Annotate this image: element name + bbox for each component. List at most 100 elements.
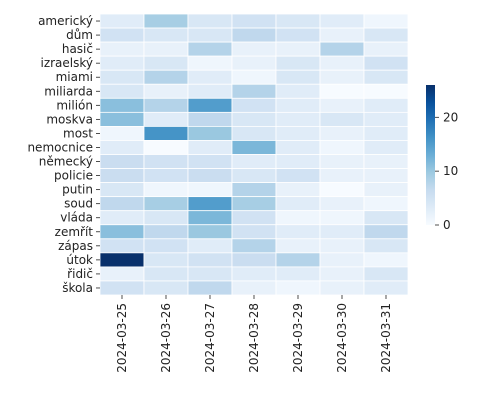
y-tick-label: škola bbox=[62, 281, 93, 295]
heatmap-cell bbox=[319, 140, 365, 155]
y-tick-label: soud bbox=[64, 197, 93, 211]
x-tick-label: 2024-03-29 bbox=[291, 303, 305, 373]
heatmap-cell bbox=[275, 13, 321, 29]
heatmap-cell bbox=[187, 238, 233, 254]
heatmap-cell bbox=[319, 97, 365, 113]
heatmap-cell bbox=[275, 111, 321, 127]
y-tick-label: americký bbox=[38, 14, 93, 28]
heatmap-cell bbox=[143, 69, 189, 85]
y-tick-label: policie bbox=[54, 169, 93, 183]
heatmap-cell bbox=[187, 154, 233, 169]
heatmap-cell bbox=[187, 55, 233, 71]
heatmap-cell bbox=[231, 97, 277, 113]
heatmap-cell bbox=[319, 41, 365, 57]
heatmap-cell bbox=[319, 182, 365, 198]
heatmap-cell bbox=[99, 13, 145, 29]
y-tick-label: zemřít bbox=[55, 225, 94, 239]
heatmap-cell bbox=[143, 238, 189, 254]
heatmap-cell bbox=[99, 280, 145, 296]
heatmap-cell bbox=[187, 266, 233, 282]
heatmap-cell bbox=[363, 252, 409, 268]
heatmap-cell bbox=[231, 111, 277, 127]
heatmap-cell bbox=[143, 27, 189, 43]
heatmap-cell bbox=[99, 27, 145, 43]
heatmap-cell bbox=[363, 238, 409, 254]
heatmap-cell bbox=[99, 224, 145, 240]
heatmap-cell bbox=[99, 266, 145, 282]
heatmap-cell bbox=[363, 111, 409, 127]
heatmap-cell bbox=[319, 27, 365, 43]
heatmap-cell bbox=[99, 55, 145, 71]
heatmap-cell bbox=[231, 252, 277, 268]
heatmap-cell bbox=[99, 210, 145, 226]
heatmap-cell bbox=[363, 126, 409, 141]
heatmap-cell bbox=[187, 210, 233, 226]
y-tick-label: hasič bbox=[62, 42, 93, 56]
heatmap-cell bbox=[275, 196, 321, 212]
heatmap-cell bbox=[143, 280, 189, 296]
heatmap-cell bbox=[231, 266, 277, 282]
heatmap-cell bbox=[99, 238, 145, 254]
heatmap-cell bbox=[363, 55, 409, 71]
heatmap-cell bbox=[143, 210, 189, 226]
heatmap-cell bbox=[143, 126, 189, 141]
heatmap-cell bbox=[319, 266, 365, 282]
y-tick-label: izraelský bbox=[40, 56, 93, 70]
x-tick-label: 2024-03-28 bbox=[247, 303, 261, 373]
y-tick-label: miliarda bbox=[44, 84, 93, 98]
heatmap-cell bbox=[275, 97, 321, 113]
heatmap-cell bbox=[231, 280, 277, 296]
heatmap-cell bbox=[319, 13, 365, 29]
heatmap-cell bbox=[275, 210, 321, 226]
heatmap-cell bbox=[143, 266, 189, 282]
heatmap-cell bbox=[319, 210, 365, 226]
heatmap-cell bbox=[187, 41, 233, 57]
heatmap-cell bbox=[319, 280, 365, 296]
heatmap-cell bbox=[231, 182, 277, 198]
heatmap-cell bbox=[319, 83, 365, 99]
heatmap-cell bbox=[143, 111, 189, 127]
heatmap-cell bbox=[143, 224, 189, 240]
heatmap-cell bbox=[143, 83, 189, 99]
colorbar bbox=[426, 85, 435, 225]
heatmap-cell bbox=[187, 224, 233, 240]
heatmap-cell bbox=[187, 182, 233, 198]
heatmap-cell bbox=[319, 252, 365, 268]
heatmap-cell bbox=[319, 238, 365, 254]
heatmap-cell bbox=[99, 196, 145, 212]
heatmap-cell bbox=[187, 97, 233, 113]
heatmap-cell bbox=[319, 55, 365, 71]
heatmap-cell bbox=[275, 126, 321, 141]
heatmap-cell bbox=[187, 111, 233, 127]
colorbar-tick-label: 0 bbox=[443, 218, 451, 232]
heatmap-cell bbox=[231, 83, 277, 99]
heatmap-cell bbox=[99, 126, 145, 141]
heatmap-cell bbox=[99, 69, 145, 85]
heatmap-cell bbox=[231, 154, 277, 169]
heatmap-cell bbox=[231, 224, 277, 240]
heatmap-cell bbox=[275, 27, 321, 43]
heatmap-cell bbox=[275, 55, 321, 71]
heatmap-cell bbox=[363, 154, 409, 169]
y-tick-label: miami bbox=[56, 70, 93, 84]
heatmap-cell bbox=[319, 168, 365, 184]
heatmap-cell bbox=[187, 168, 233, 184]
heatmap-cell bbox=[275, 154, 321, 169]
heatmap-cell bbox=[275, 238, 321, 254]
heatmap-cell bbox=[99, 182, 145, 198]
y-tick-label: německý bbox=[39, 155, 93, 169]
colorbar-tick-label: 20 bbox=[443, 110, 458, 124]
heatmap-cell bbox=[231, 69, 277, 85]
heatmap-cell bbox=[363, 210, 409, 226]
heatmap-cell bbox=[275, 224, 321, 240]
heatmap-cell bbox=[363, 97, 409, 113]
heatmap-cell bbox=[99, 140, 145, 155]
heatmap-cell bbox=[187, 140, 233, 155]
heatmap-cell bbox=[363, 83, 409, 99]
heatmap-cell bbox=[363, 168, 409, 184]
heatmap-cell bbox=[231, 41, 277, 57]
heatmap-cell bbox=[363, 27, 409, 43]
heatmap-cell bbox=[319, 154, 365, 169]
